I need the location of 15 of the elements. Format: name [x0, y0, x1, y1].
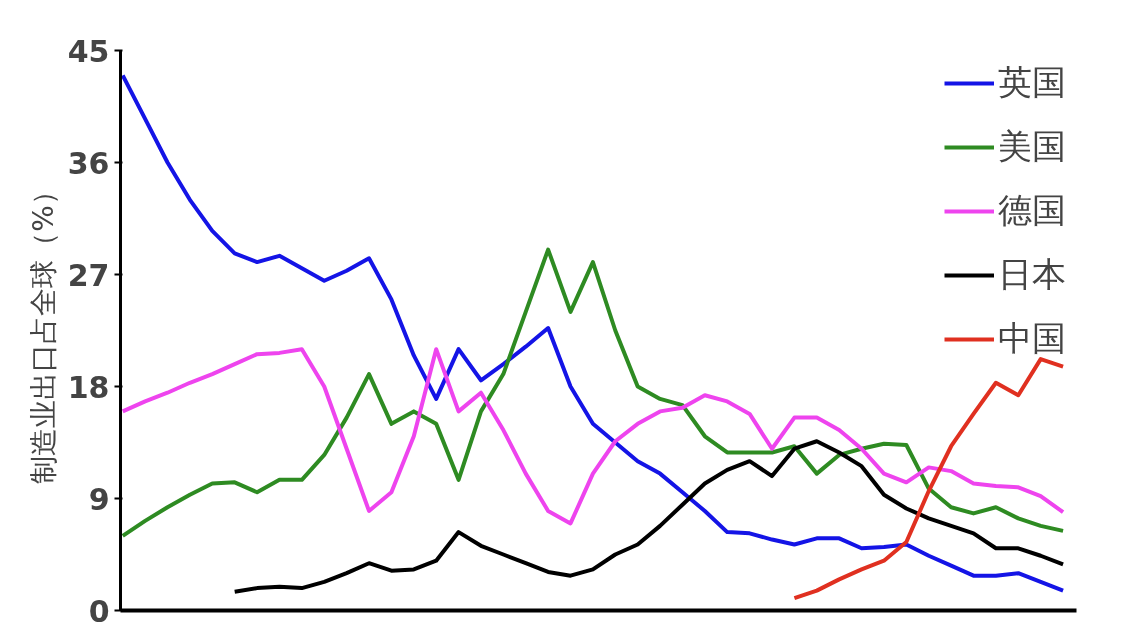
- legend-label: 英国: [998, 61, 1066, 104]
- y-tick-label: 0: [88, 593, 110, 629]
- y-tick-label: 36: [67, 145, 110, 181]
- line-series: [792, 357, 1066, 601]
- y-tick-label: 18: [67, 369, 110, 405]
- legend-label: 日本: [998, 253, 1066, 296]
- legend-label: 美国: [998, 125, 1066, 168]
- line-series: [232, 439, 1066, 594]
- y-tick-label: 45: [67, 33, 110, 69]
- y-tick-label: 27: [67, 257, 110, 293]
- legend-label: 中国: [998, 317, 1066, 360]
- line-series: [120, 247, 1066, 538]
- legend-label: 德国: [998, 189, 1066, 232]
- y-tick-label: 9: [88, 481, 110, 517]
- y-axis-title: 制造业出口占全球（%）: [26, 177, 60, 484]
